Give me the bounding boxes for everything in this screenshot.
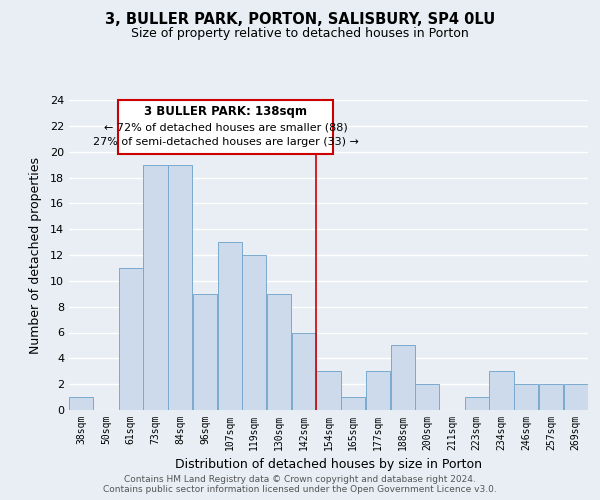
Text: ← 72% of detached houses are smaller (88): ← 72% of detached houses are smaller (88… xyxy=(104,122,348,132)
Bar xyxy=(218,242,242,410)
Bar xyxy=(143,164,167,410)
Bar xyxy=(341,397,365,410)
Bar xyxy=(514,384,538,410)
Bar xyxy=(415,384,439,410)
Text: Contains public sector information licensed under the Open Government Licence v3: Contains public sector information licen… xyxy=(103,485,497,494)
X-axis label: Distribution of detached houses by size in Porton: Distribution of detached houses by size … xyxy=(175,458,482,471)
Text: Size of property relative to detached houses in Porton: Size of property relative to detached ho… xyxy=(131,28,469,40)
Y-axis label: Number of detached properties: Number of detached properties xyxy=(29,156,41,354)
Bar xyxy=(193,294,217,410)
Text: 27% of semi-detached houses are larger (33) →: 27% of semi-detached houses are larger (… xyxy=(93,138,359,147)
Bar xyxy=(539,384,563,410)
FancyBboxPatch shape xyxy=(118,100,334,154)
Text: 3, BULLER PARK, PORTON, SALISBURY, SP4 0LU: 3, BULLER PARK, PORTON, SALISBURY, SP4 0… xyxy=(105,12,495,28)
Bar xyxy=(292,332,316,410)
Bar xyxy=(242,255,266,410)
Bar xyxy=(267,294,291,410)
Bar xyxy=(119,268,143,410)
Text: 3 BULLER PARK: 138sqm: 3 BULLER PARK: 138sqm xyxy=(145,106,307,118)
Bar xyxy=(316,371,341,410)
Bar xyxy=(391,346,415,410)
Text: Contains HM Land Registry data © Crown copyright and database right 2024.: Contains HM Land Registry data © Crown c… xyxy=(124,475,476,484)
Bar xyxy=(464,397,489,410)
Bar xyxy=(168,164,193,410)
Bar xyxy=(490,371,514,410)
Bar xyxy=(69,397,94,410)
Bar xyxy=(366,371,390,410)
Bar xyxy=(563,384,588,410)
